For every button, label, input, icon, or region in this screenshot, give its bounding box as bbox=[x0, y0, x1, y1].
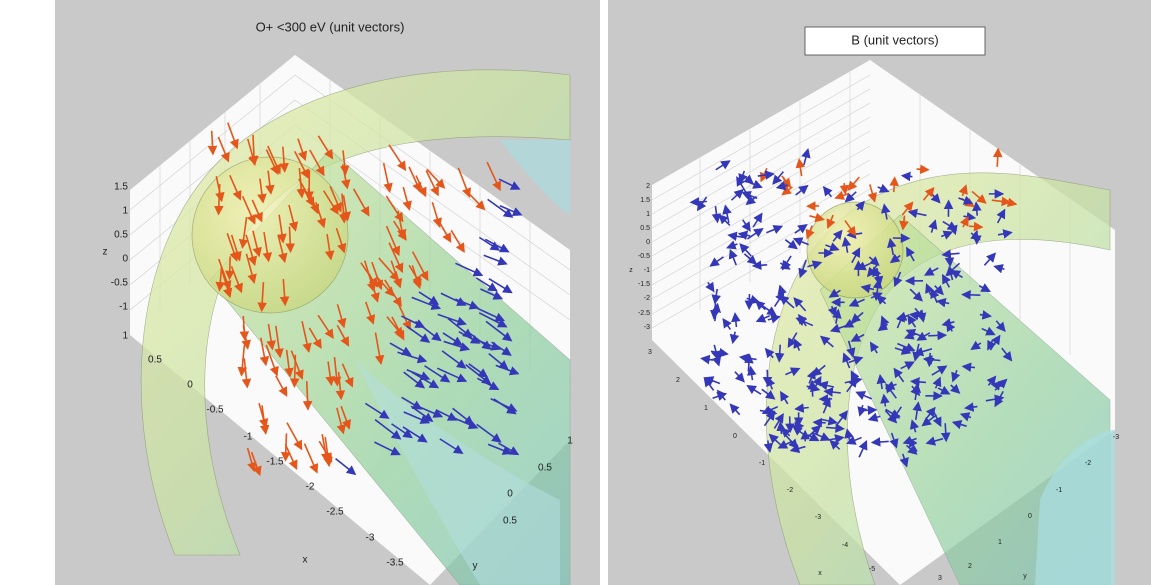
z-axis-label: z bbox=[103, 247, 108, 258]
x-tick-label: -2.5 bbox=[326, 507, 344, 518]
arrow bbox=[814, 422, 826, 423]
z-tick-label: 0.5 bbox=[114, 230, 128, 241]
z-tick-label: -1.5 bbox=[638, 281, 650, 288]
z-tick-label: -2.5 bbox=[638, 310, 650, 317]
arrow bbox=[917, 169, 928, 170]
x-tick-label: -2 bbox=[306, 482, 315, 493]
arrow bbox=[976, 203, 977, 216]
x-axis-label: x bbox=[818, 570, 822, 577]
z-axis-label: z bbox=[629, 267, 633, 274]
arrow bbox=[230, 256, 231, 278]
x-tick-label: -1 bbox=[759, 460, 765, 467]
y-tick-label: 0 bbox=[1028, 513, 1032, 520]
arrow bbox=[872, 441, 888, 442]
y-tick-label: 2 bbox=[968, 563, 972, 570]
x-tick-label: -0.5 bbox=[206, 405, 224, 416]
z-tick-label: 2 bbox=[646, 183, 650, 190]
z-tick-label: 1 bbox=[122, 206, 128, 217]
y-axis-label: y bbox=[473, 561, 478, 572]
z-tick-label: 1 bbox=[646, 211, 650, 218]
y-tick-label: 0 bbox=[507, 489, 513, 500]
z-tick-label: 1.5 bbox=[640, 197, 650, 204]
x-tick-label: -3.5 bbox=[386, 558, 404, 569]
x-axis-label: x bbox=[303, 555, 308, 566]
y-tick-label: 0.5 bbox=[503, 516, 517, 527]
y-tick-label: -3 bbox=[1113, 434, 1119, 441]
arrow bbox=[753, 265, 767, 266]
z-tick-label: -1 bbox=[119, 302, 128, 313]
arrow bbox=[812, 381, 813, 396]
arrow bbox=[779, 345, 780, 361]
y-tick-label: 1 bbox=[998, 539, 1002, 546]
arrow bbox=[929, 353, 930, 366]
arrow bbox=[912, 381, 926, 382]
left-panel bbox=[55, 0, 600, 585]
z-tick-label: -1 bbox=[644, 267, 650, 274]
y-tick-label: -2 bbox=[1085, 460, 1091, 467]
x-tick-label: -4 bbox=[842, 542, 848, 549]
panel-title: O+ <300 eV (unit vectors) bbox=[256, 19, 405, 34]
arrow bbox=[285, 433, 286, 460]
x-tick-label: -1.5 bbox=[266, 457, 284, 468]
arrow bbox=[691, 202, 707, 203]
x-tick-label: 0 bbox=[187, 380, 193, 391]
x-tick-label: 0.5 bbox=[148, 355, 162, 366]
x-tick-label: -1 bbox=[244, 432, 253, 443]
z-tick-label: -3 bbox=[644, 324, 650, 331]
y-tick-label: -1 bbox=[1056, 487, 1062, 494]
panel-title: B (unit vectors) bbox=[851, 32, 938, 47]
right-panel bbox=[608, 0, 1151, 585]
z-tick-label: 0.5 bbox=[640, 225, 650, 232]
y-axis-label: y bbox=[1023, 573, 1027, 580]
y-tick-label: 1 bbox=[567, 436, 573, 447]
arrow bbox=[894, 178, 895, 192]
arrow bbox=[863, 410, 876, 411]
x-tick-label: 3 bbox=[648, 349, 652, 356]
z-tick-label: 0 bbox=[646, 239, 650, 246]
figure: O+ <300 eV (unit vectors) z x y 1.5 1 0.5 0 -0.5… bbox=[0, 0, 1151, 585]
arrow bbox=[790, 416, 791, 431]
x-tick-label: 0 bbox=[733, 433, 737, 440]
sphere bbox=[807, 202, 903, 298]
z-tick-label: 1 bbox=[122, 331, 128, 342]
y-tick-label: 0.5 bbox=[538, 463, 552, 474]
z-tick-label: -0.5 bbox=[111, 278, 129, 289]
z-tick-label: 0 bbox=[122, 254, 128, 265]
x-tick-label: 2 bbox=[676, 377, 680, 384]
arrow bbox=[997, 149, 998, 167]
arrow bbox=[767, 370, 768, 385]
x-tick-label: -3 bbox=[815, 514, 821, 521]
arrow bbox=[969, 226, 982, 227]
arrow bbox=[963, 295, 981, 296]
arrow bbox=[902, 176, 912, 177]
x-tick-label: 1 bbox=[704, 405, 708, 412]
z-tick-label: 1.5 bbox=[114, 182, 128, 193]
x-tick-label: -3 bbox=[366, 533, 375, 544]
arrow bbox=[945, 423, 946, 440]
arrow bbox=[289, 227, 290, 252]
x-tick-label: -5 bbox=[869, 566, 875, 573]
z-tick-label: -0.5 bbox=[638, 253, 650, 260]
y-tick-label: 3 bbox=[938, 575, 942, 582]
x-tick-label: -2 bbox=[787, 487, 793, 494]
z-tick-label: -2 bbox=[644, 295, 650, 302]
arrow bbox=[928, 335, 945, 336]
